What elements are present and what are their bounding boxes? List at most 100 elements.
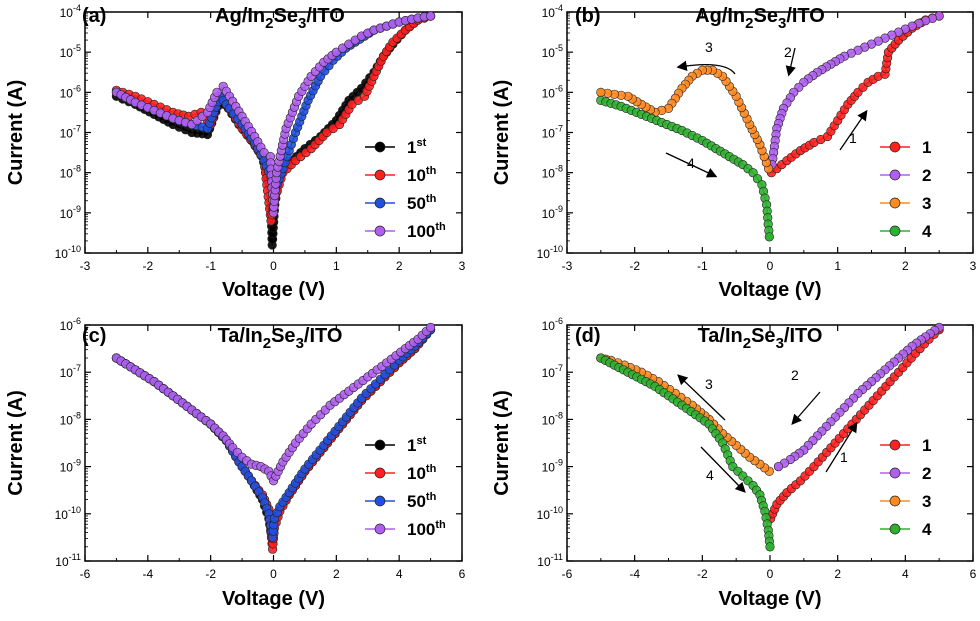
direction-arrow xyxy=(676,60,736,75)
series-2 xyxy=(773,322,944,472)
y-tick-label: 10-7 xyxy=(60,124,81,141)
panel-d: -6 -4 -2 0 2 4 6 10-11 10-10 10-9 10-8 10-7 10-6 Volt… xyxy=(491,316,977,610)
data-point xyxy=(212,87,222,97)
y-tick-label: 10-7 xyxy=(542,363,563,380)
y-tick-label: 10-9 xyxy=(542,458,563,475)
legend-entry-4: 4 xyxy=(880,222,932,241)
x-tick-label: 1 xyxy=(834,259,841,273)
x-tick-label: 3 xyxy=(459,259,466,273)
y-tick-label: 10-6 xyxy=(542,316,563,333)
panel-c: -6 -4 -2 0 2 4 6 10-11 10-10 10-9 10-8 10-7 10-6 Volt… xyxy=(5,316,466,610)
y-tick-label: 10-6 xyxy=(60,83,81,100)
sweep-annotation: 4 xyxy=(706,467,714,483)
panel-a: -3 -2 -1 0 1 2 3 10-10 10-9 10-8 10-7 10-6 10-5 10-4 V… xyxy=(5,3,466,301)
legend-marker xyxy=(374,141,386,153)
y-axis-label: Current (A) xyxy=(491,390,513,496)
legend-label: 4 xyxy=(922,520,932,539)
legend-marker xyxy=(889,225,901,237)
y-tick-label: 10-10 xyxy=(537,244,563,261)
direction-arrow xyxy=(839,109,868,151)
direction-arrow xyxy=(825,421,858,473)
x-tick-label: 1 xyxy=(333,259,340,273)
legend-marker xyxy=(374,225,386,237)
x-tick-label: -6 xyxy=(562,567,573,581)
legend-label: 10th xyxy=(407,165,437,185)
legend-entry-10: 10th xyxy=(365,165,437,185)
legend-entry-10: 10th xyxy=(365,463,437,483)
y-tick-label: 10-9 xyxy=(542,204,563,221)
legend-entry-100: 100th xyxy=(365,519,446,539)
y-tick-label: 10-5 xyxy=(60,43,81,60)
y-tick-label: 10-6 xyxy=(60,316,81,333)
legend-label: 4 xyxy=(922,222,932,241)
legend-label: 10th xyxy=(407,463,437,483)
legend-label: 2 xyxy=(922,464,931,483)
legend-marker xyxy=(889,495,901,507)
legend-marker xyxy=(889,141,901,153)
legend-label: 1st xyxy=(407,137,427,157)
x-tick-label: 6 xyxy=(459,567,466,581)
y-tick-label: 10-5 xyxy=(542,43,563,60)
series-100 xyxy=(111,11,436,218)
y-tick-label: 10-7 xyxy=(60,363,81,380)
legend-entry-1: 1st xyxy=(365,435,427,455)
legend-marker xyxy=(889,439,901,451)
legend-entry-2: 2 xyxy=(880,464,931,483)
legend-label: 100th xyxy=(407,519,446,539)
chart-title: Ag/In2Se3/ITO xyxy=(215,5,345,32)
sweep-annotation: 1 xyxy=(840,449,848,465)
legend-label: 1 xyxy=(922,138,931,157)
sweep-annotation: 3 xyxy=(705,39,713,55)
x-tick-label: -2 xyxy=(697,567,708,581)
panel-label: (a) xyxy=(82,5,106,27)
sweep-annotation: 4 xyxy=(687,155,695,171)
x-tick-label: 0 xyxy=(270,567,277,581)
x-tick-label: 2 xyxy=(396,259,403,273)
x-tick-label: -2 xyxy=(142,259,153,273)
legend-entry-50: 50th xyxy=(365,193,437,213)
legend-marker xyxy=(889,467,901,479)
legend-marker xyxy=(374,169,386,181)
legend-entry-4: 4 xyxy=(880,520,932,539)
series-1 xyxy=(766,325,944,524)
x-tick-label: 6 xyxy=(970,567,977,581)
x-tick-label: 4 xyxy=(902,567,909,581)
panel-label: (b) xyxy=(575,5,601,27)
sweep-annotation: 2 xyxy=(791,367,799,383)
y-tick-label: 10-10 xyxy=(55,505,81,522)
data-point xyxy=(765,542,775,552)
series-3 xyxy=(596,65,774,174)
legend-marker xyxy=(374,467,386,479)
x-tick-label: 3 xyxy=(970,259,977,273)
x-tick-label: -3 xyxy=(80,259,91,273)
data-point xyxy=(764,232,774,242)
panel-label: (d) xyxy=(575,325,601,347)
legend-label: 100th xyxy=(407,221,446,241)
chart-title: Ag/In2Se3/ITO xyxy=(695,5,825,32)
y-tick-label: 10-4 xyxy=(60,3,81,20)
y-tick-label: 10-4 xyxy=(542,3,563,20)
chart-title: Ta/In2Se3/ITO xyxy=(698,325,823,352)
y-tick-label: 10-9 xyxy=(60,458,81,475)
x-tick-label: -2 xyxy=(629,259,640,273)
legend-entry-3: 3 xyxy=(880,492,931,511)
legend-label: 1st xyxy=(407,435,427,455)
y-tick-label: 10-8 xyxy=(60,164,81,181)
y-axis-label: Current (A) xyxy=(491,80,513,186)
series-4 xyxy=(596,353,775,552)
x-tick-label: -1 xyxy=(697,259,708,273)
y-tick-label: 10-6 xyxy=(542,83,563,100)
series-line xyxy=(115,326,432,483)
direction-arrow xyxy=(665,152,718,178)
panel-b: -3 -2 -1 0 1 2 3 10-10 10-9 10-8 10-7 10-6 10-5 10-4 V… xyxy=(491,3,977,301)
legend-label: 3 xyxy=(922,194,931,213)
x-tick-label: 0 xyxy=(767,259,774,273)
x-tick-label: 2 xyxy=(834,567,841,581)
x-tick-label: -1 xyxy=(205,259,216,273)
legend-marker xyxy=(889,169,901,181)
y-tick-label: 10-11 xyxy=(537,552,563,569)
x-tick-label: -4 xyxy=(629,567,640,581)
x-tick-label: 0 xyxy=(767,567,774,581)
y-axis-label: Current (A) xyxy=(5,80,27,186)
